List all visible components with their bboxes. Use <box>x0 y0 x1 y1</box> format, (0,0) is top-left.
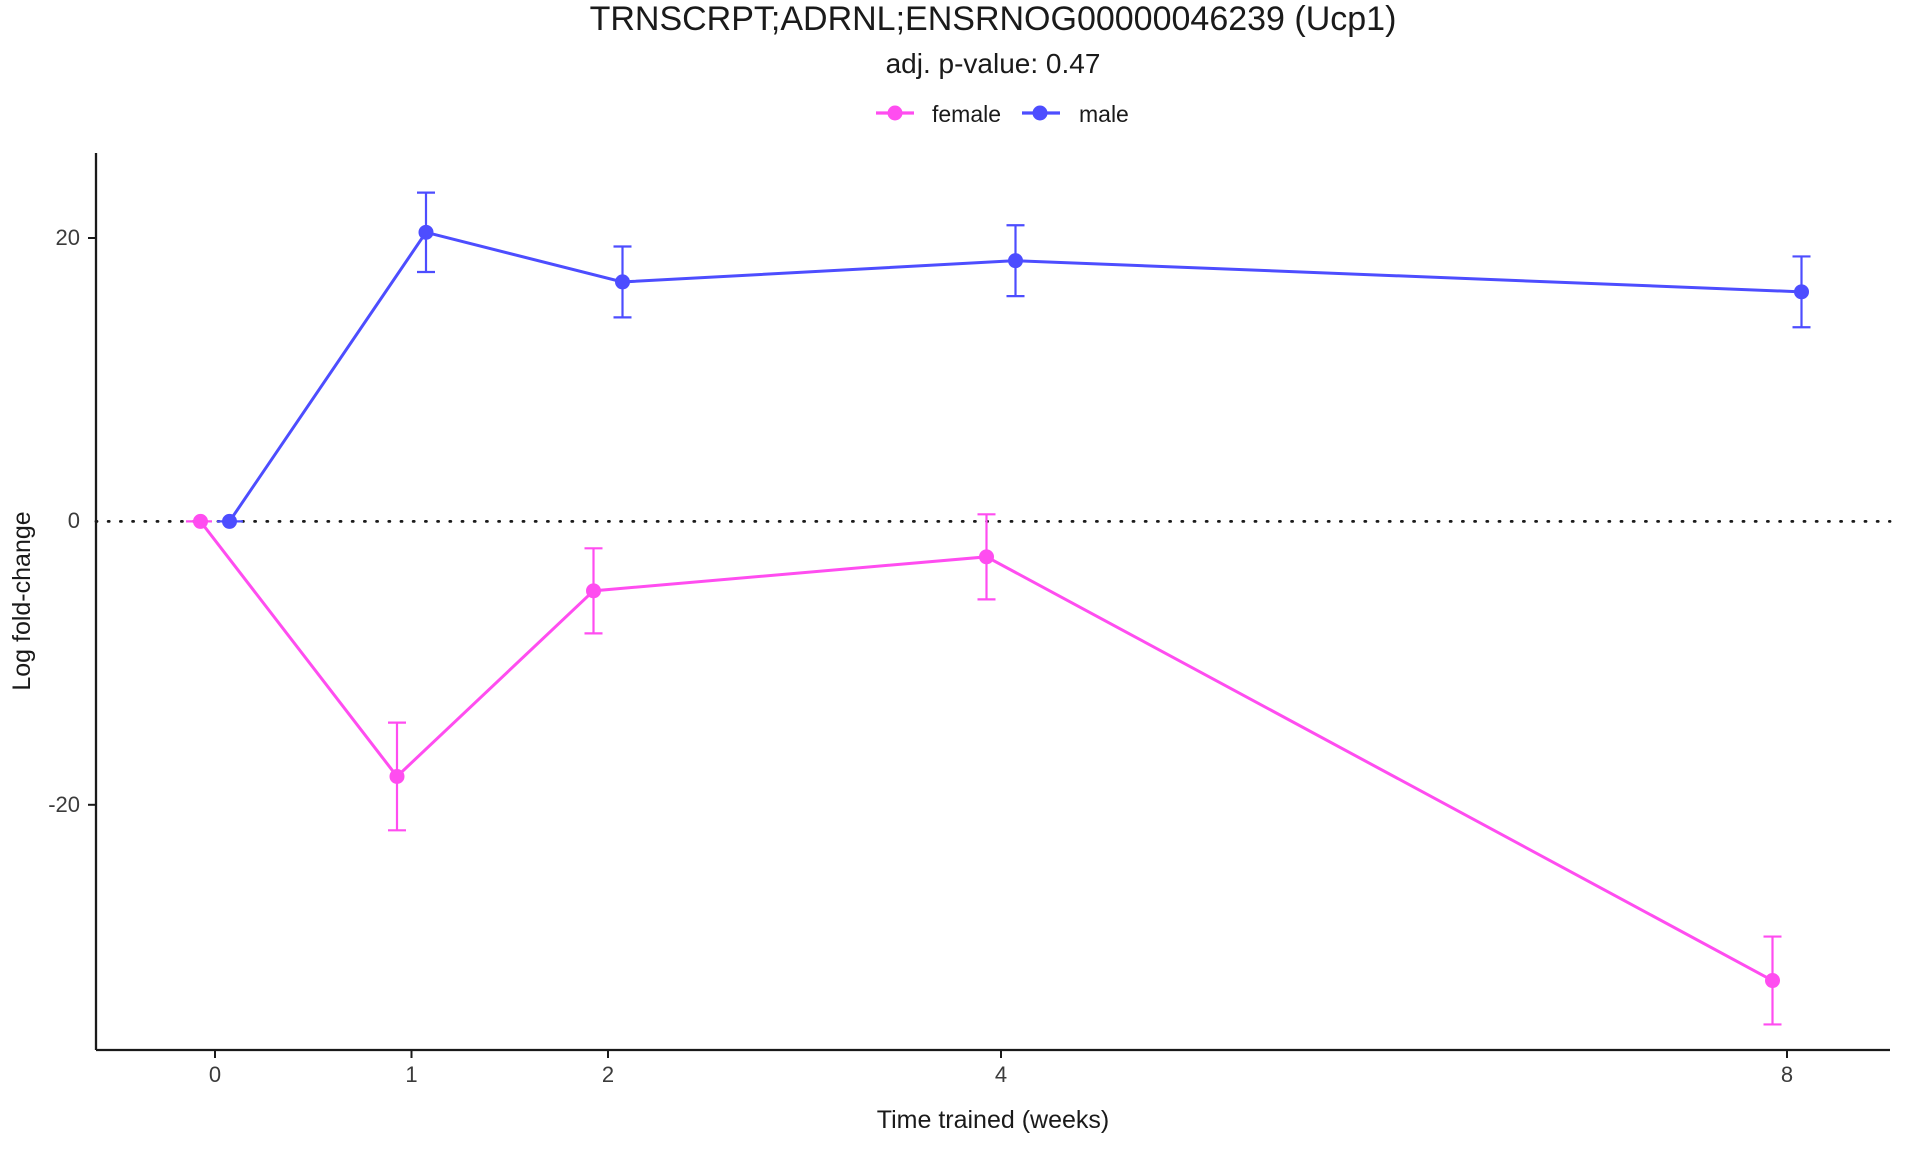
svg-text:-20: -20 <box>48 792 80 817</box>
svg-text:Log fold-change: Log fold-change <box>8 511 36 690</box>
svg-text:8: 8 <box>1781 1062 1793 1087</box>
svg-text:Time trained (weeks): Time trained (weeks) <box>877 1106 1109 1134</box>
svg-text:2: 2 <box>602 1062 614 1087</box>
svg-text:1: 1 <box>405 1062 417 1087</box>
svg-text:female: female <box>932 101 1001 127</box>
svg-text:0: 0 <box>209 1062 221 1087</box>
svg-text:0: 0 <box>68 508 80 533</box>
svg-text:TRNSCRPT;ADRNL;ENSRNOG00000046: TRNSCRPT;ADRNL;ENSRNOG00000046239 (Ucp1) <box>590 0 1397 38</box>
svg-text:male: male <box>1079 101 1129 127</box>
svg-text:adj. p-value: 0.47: adj. p-value: 0.47 <box>886 48 1101 79</box>
svg-text:4: 4 <box>995 1062 1007 1087</box>
svg-text:20: 20 <box>56 225 80 250</box>
